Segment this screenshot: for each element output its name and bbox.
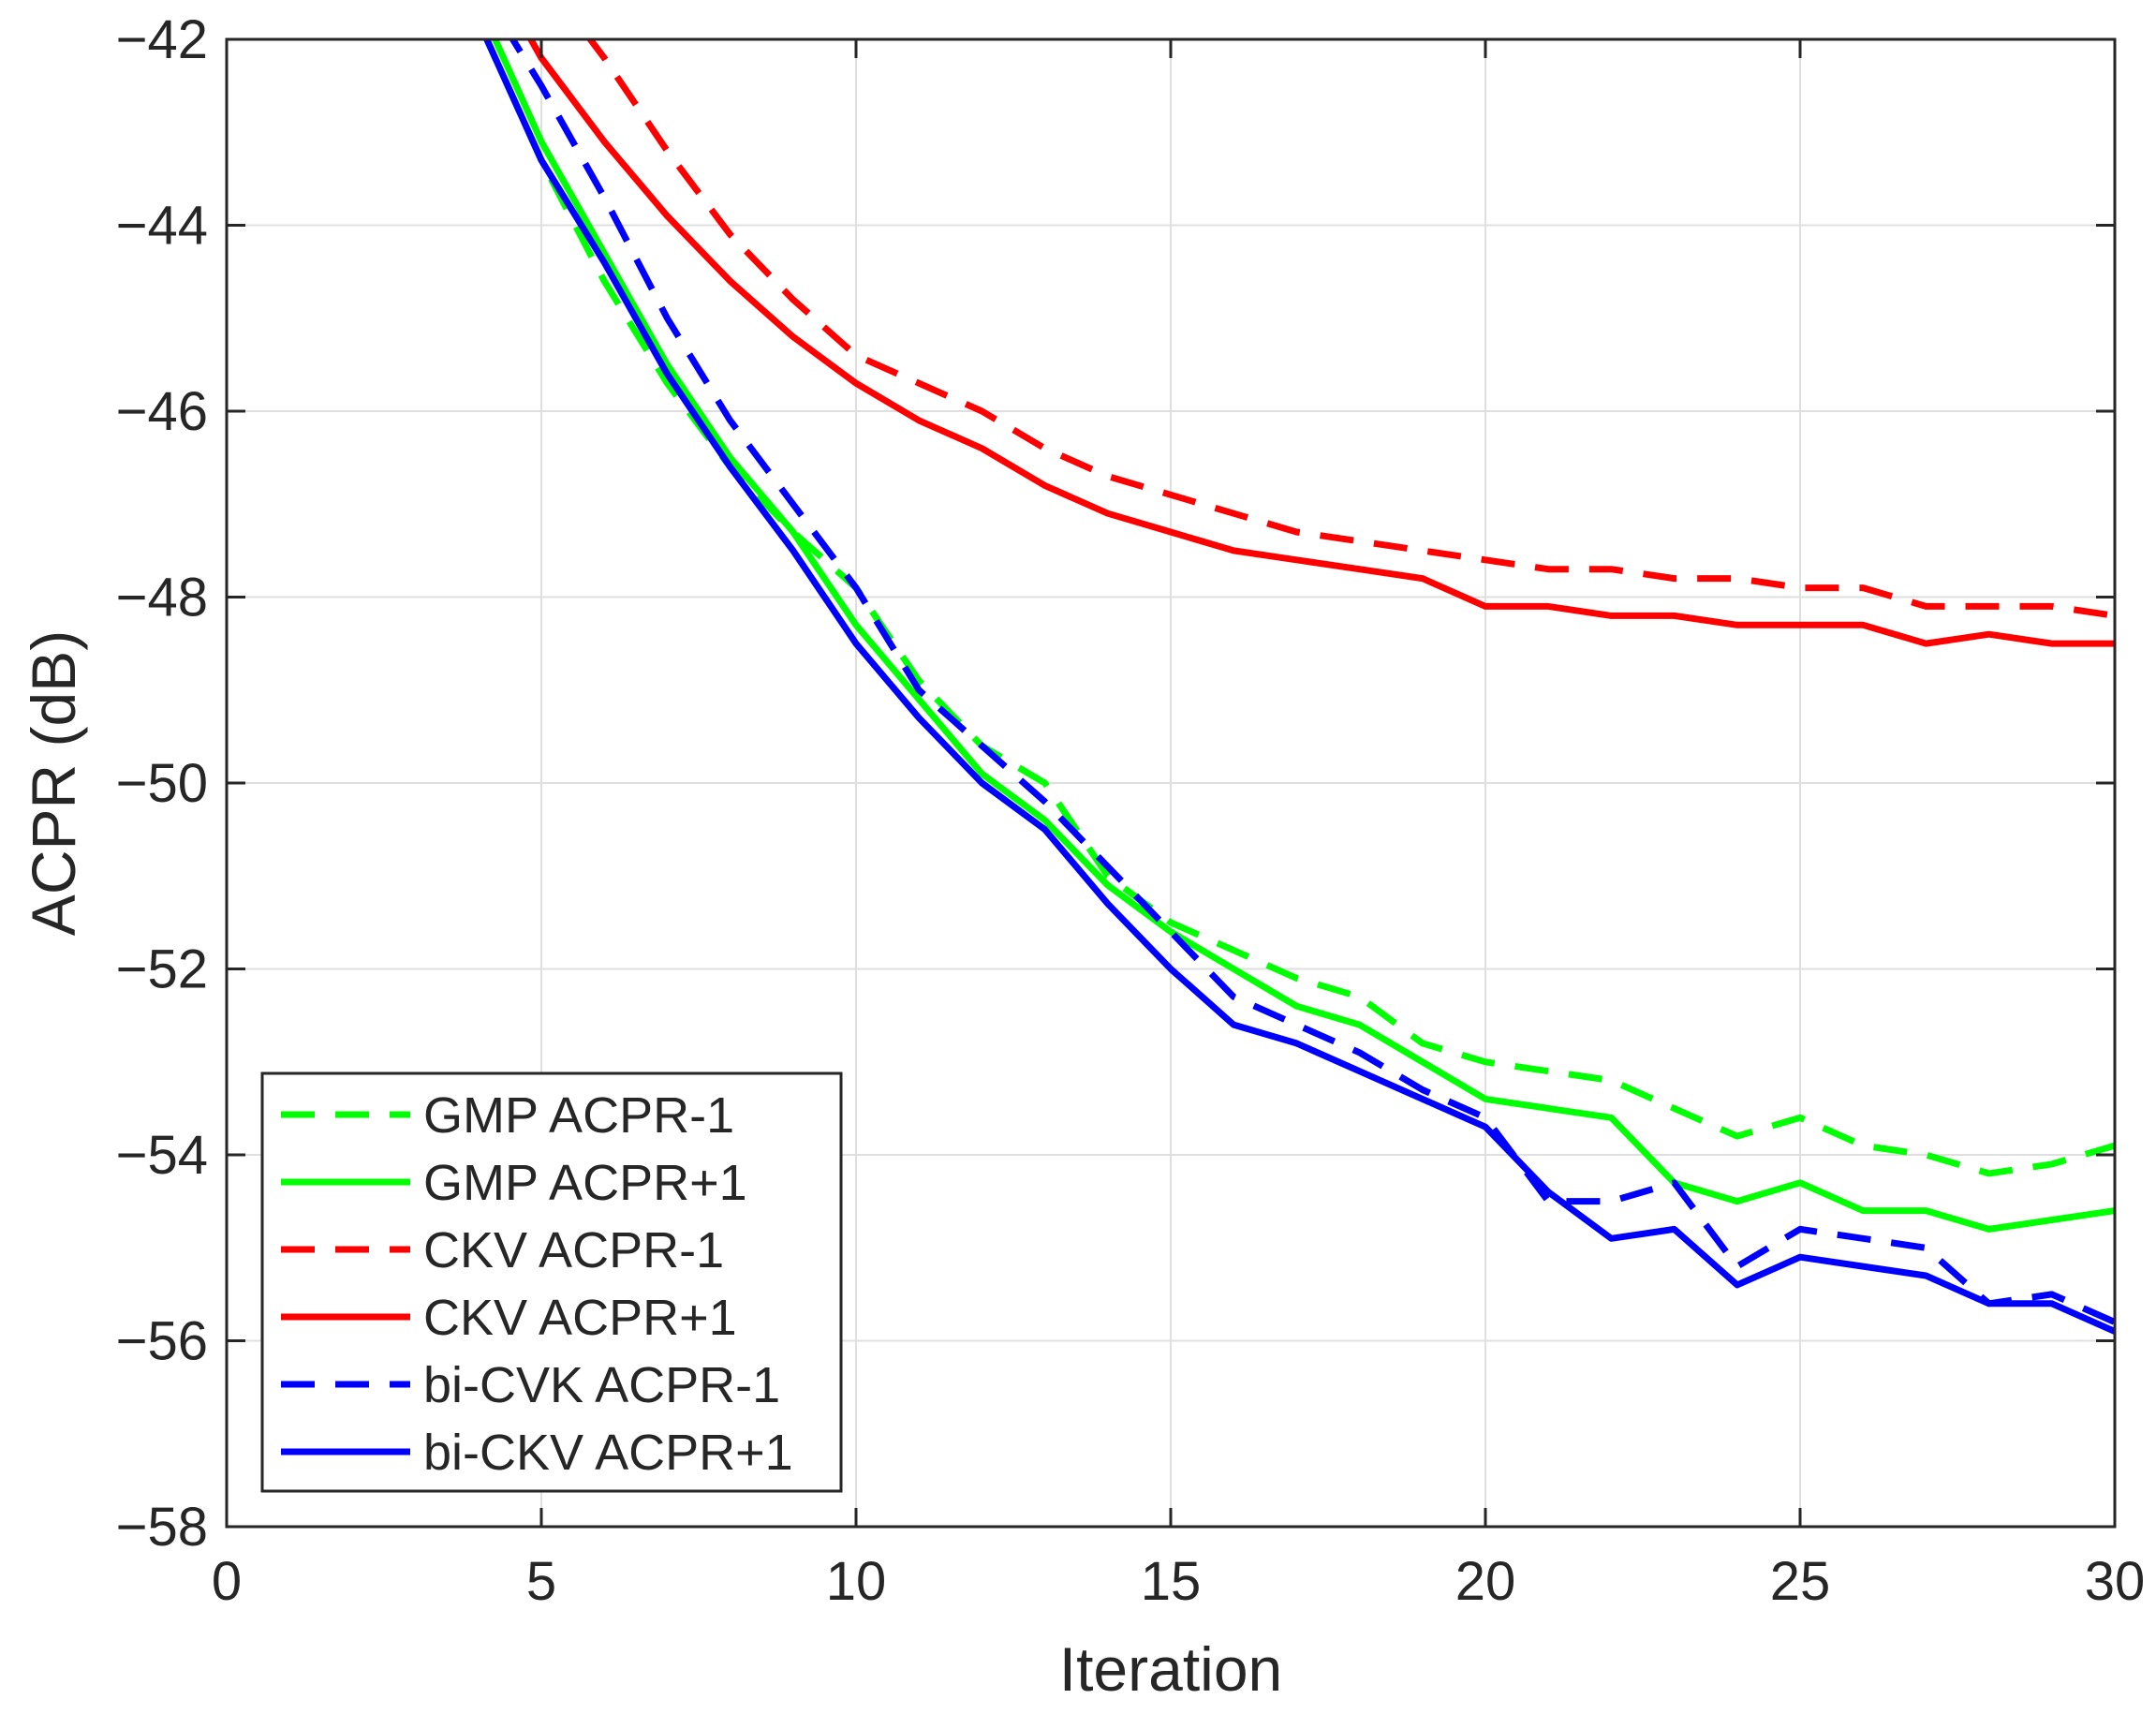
series-line-6 <box>482 39 2115 1335</box>
legend-box <box>260 1071 843 1493</box>
series-line-4 <box>526 39 2115 647</box>
y-tick-label: −54 <box>116 1125 208 1186</box>
series-line-2 <box>491 39 2115 1233</box>
legend-label: bi-CVK ACPR-1 <box>423 1357 780 1413</box>
y-axis-label: ACPR (dB) <box>19 630 88 936</box>
x-tick-label: 20 <box>1455 1551 1516 1612</box>
x-tick-label: 15 <box>1141 1551 1202 1612</box>
legend-label: CKV ACPR+1 <box>423 1290 737 1346</box>
y-tick-label: −52 <box>116 939 208 1000</box>
tick-labels: 0 5 10 15 20 25 30 −58 −56 −54 −52 −50 −48 −46 −44 −42 <box>116 9 2146 1612</box>
x-tick-label: 30 <box>2085 1551 2146 1612</box>
series-line-5 <box>509 39 2115 1325</box>
legend-label: CKV ACPR-1 <box>423 1222 724 1278</box>
y-tick-label: −42 <box>116 9 208 70</box>
x-tick-label: 5 <box>526 1551 556 1612</box>
y-tick-label: −44 <box>116 196 208 257</box>
series-line-3 <box>585 39 2115 619</box>
y-tick-label: −48 <box>116 568 208 628</box>
x-tick-label: 0 <box>212 1551 242 1612</box>
x-axis-label: Iteration <box>1059 1634 1282 1704</box>
y-tick-label: −56 <box>116 1311 208 1372</box>
legend-label: GMP ACPR+1 <box>423 1155 747 1211</box>
x-tick-label: 10 <box>826 1551 887 1612</box>
y-tick-label: −46 <box>116 381 208 442</box>
series-layer <box>482 39 2115 1335</box>
legend-label: bi-CKV ACPR+1 <box>423 1425 793 1481</box>
y-tick-label: −50 <box>116 753 208 814</box>
y-tick-label: −58 <box>116 1497 208 1558</box>
grid <box>227 39 2115 1527</box>
legend: GMP ACPR-1 GMP ACPR+1 CKV ACPR-1 CKV ACPR+1… <box>260 1071 843 1493</box>
legend-label: GMP ACPR-1 <box>423 1087 734 1144</box>
x-tick-label: 25 <box>1770 1551 1831 1612</box>
ticks <box>225 37 2117 1529</box>
